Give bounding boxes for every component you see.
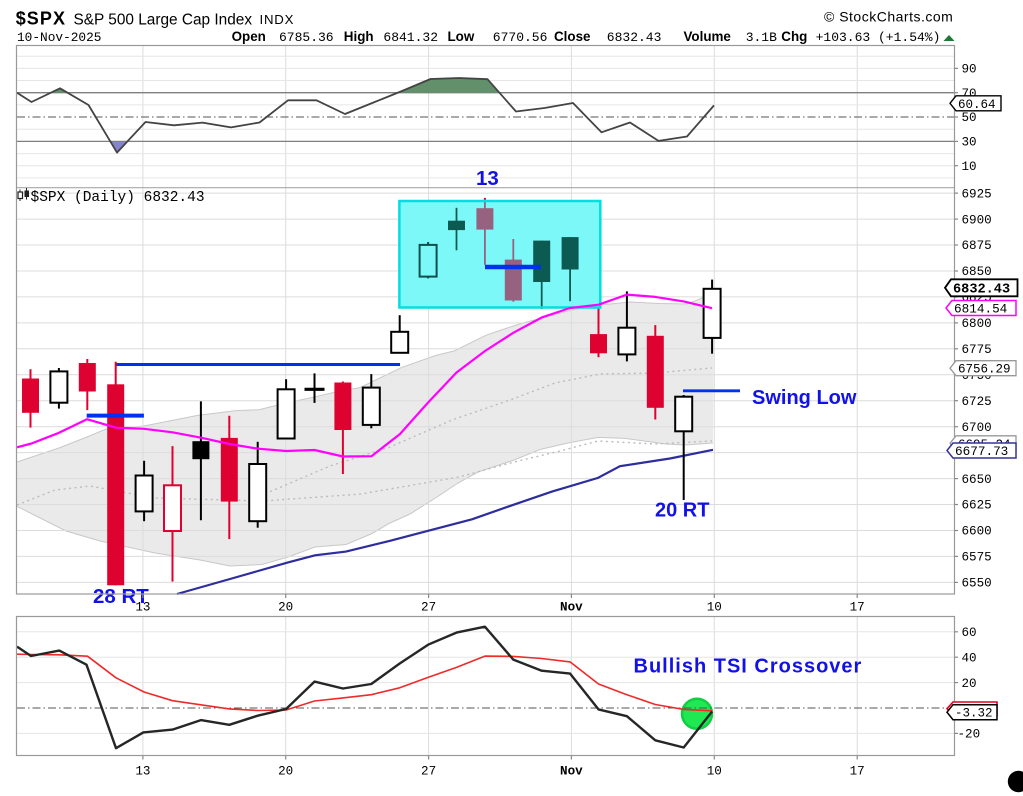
svg-text:27: 27 xyxy=(421,601,436,615)
svg-text:28 RT: 28 RT xyxy=(93,585,149,608)
svg-text:$SPX (Daily) 6832.43: $SPX (Daily) 6832.43 xyxy=(31,190,205,206)
svg-text:Nov: Nov xyxy=(560,765,583,779)
svg-text:10: 10 xyxy=(962,160,977,174)
svg-text:6832.43: 6832.43 xyxy=(953,283,1010,298)
svg-text:6900: 6900 xyxy=(962,213,992,227)
svg-text:13: 13 xyxy=(135,601,150,615)
svg-text:40: 40 xyxy=(962,651,977,665)
svg-text:-3.32: -3.32 xyxy=(955,707,993,721)
svg-text:13: 13 xyxy=(476,167,499,190)
svg-text:6600: 6600 xyxy=(962,525,992,539)
svg-text:-20: -20 xyxy=(958,728,981,742)
svg-text:10-Nov-2025: 10-Nov-2025 xyxy=(17,30,101,45)
svg-text:Bullish TSI Crossover: Bullish TSI Crossover xyxy=(634,655,863,677)
svg-text:6814.54: 6814.54 xyxy=(954,302,1007,317)
svg-text:6756.29: 6756.29 xyxy=(958,363,1011,377)
svg-text:6775: 6775 xyxy=(962,343,992,357)
svg-text:20: 20 xyxy=(962,677,977,691)
svg-text:20: 20 xyxy=(278,765,293,779)
svg-text:6850: 6850 xyxy=(962,265,992,279)
svg-text:17: 17 xyxy=(850,601,865,615)
svg-text:6575: 6575 xyxy=(962,551,992,565)
svg-text:S&P 500 Large Cap Index: S&P 500 Large Cap Index xyxy=(74,12,253,29)
svg-text:60: 60 xyxy=(962,626,977,640)
svg-text:90: 90 xyxy=(962,63,977,77)
svg-text:10: 10 xyxy=(707,765,722,779)
svg-text:20 RT: 20 RT xyxy=(655,500,709,522)
svg-text:13: 13 xyxy=(135,765,150,779)
svg-text:20: 20 xyxy=(278,601,293,615)
svg-text:27: 27 xyxy=(421,765,436,779)
svg-text:6677.73: 6677.73 xyxy=(955,444,1008,459)
svg-text:10: 10 xyxy=(707,601,722,615)
svg-text:$SPX: $SPX xyxy=(16,9,66,29)
svg-text:6875: 6875 xyxy=(962,239,992,253)
svg-text:6925: 6925 xyxy=(962,187,992,201)
svg-text:6550: 6550 xyxy=(962,577,992,591)
svg-text:6625: 6625 xyxy=(962,499,992,513)
svg-text:17: 17 xyxy=(850,765,865,779)
svg-text:60.64: 60.64 xyxy=(958,98,996,112)
svg-text:6650: 6650 xyxy=(962,473,992,487)
svg-text:30: 30 xyxy=(962,136,977,150)
svg-text:© StockCharts.com: © StockCharts.com xyxy=(824,9,953,25)
svg-text:50: 50 xyxy=(962,111,977,125)
svg-text:Swing Low: Swing Low xyxy=(752,387,857,409)
svg-text:6725: 6725 xyxy=(962,395,992,409)
svg-text:Nov: Nov xyxy=(560,601,583,615)
svg-text:6700: 6700 xyxy=(962,421,992,435)
svg-text:6800: 6800 xyxy=(962,317,992,331)
svg-text:INDX: INDX xyxy=(260,12,295,27)
